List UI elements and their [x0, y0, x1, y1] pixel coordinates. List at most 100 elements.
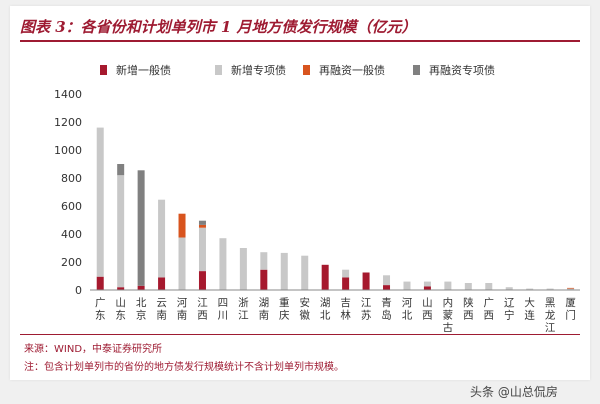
x-tick-label: 蒙 — [443, 309, 454, 322]
x-tick-label: 龙 — [545, 309, 556, 322]
x-tick-label: 湖 — [259, 297, 270, 309]
x-tick-label: 东 — [115, 309, 126, 322]
x-tick-label: 广 — [95, 297, 106, 309]
y-tick-label: 0 — [75, 284, 82, 297]
bar-segment — [505, 287, 513, 290]
x-tick-label: 西 — [484, 310, 495, 322]
x-tick-label: 大 — [524, 296, 535, 309]
x-tick-label: 四 — [218, 297, 229, 309]
bar-segment — [526, 288, 534, 290]
x-tick-label: 北 — [320, 310, 331, 322]
figure-title: 图表 3：各省份和计划单列市 1 月地方债发行规模（亿元） — [20, 18, 417, 36]
legend-item: 再融资一般债 — [303, 62, 385, 78]
x-tick-label: 京 — [136, 309, 147, 322]
legend-item: 新增一般债 — [100, 62, 171, 78]
legend-swatch — [413, 65, 420, 75]
x-tick-label: 江 — [361, 297, 372, 309]
bar-chart: 0200400600800100012001400广东山东北京云南河南江西四川浙… — [54, 88, 580, 332]
source-divider — [20, 334, 580, 335]
bar-segment — [137, 170, 145, 286]
x-tick-label: 青 — [381, 296, 392, 309]
title-divider — [20, 40, 580, 42]
x-tick-label: 岛 — [381, 309, 392, 322]
bar-segment — [158, 199, 166, 278]
legend-item: 再融资专项债 — [413, 62, 495, 78]
legend-label: 再融资一般债 — [319, 64, 385, 77]
x-tick-label: 东 — [95, 309, 106, 322]
bar-segment — [117, 287, 125, 290]
bar-segment — [178, 213, 186, 238]
x-tick-label: 庆 — [279, 309, 290, 322]
bar-segment — [198, 227, 206, 272]
x-tick-label: 吉 — [340, 297, 351, 309]
source-note: 来源：WIND，中泰证券研究所 — [24, 344, 163, 355]
x-tick-label: 陕 — [463, 296, 474, 309]
x-tick-label: 山 — [422, 297, 433, 309]
bar-segment — [485, 283, 493, 290]
bar-segment — [567, 288, 575, 290]
x-tick-label: 北 — [402, 310, 413, 322]
x-tick-label: 安 — [299, 296, 310, 309]
bar-segment — [342, 269, 350, 278]
bar-segment — [280, 252, 288, 290]
x-tick-label: 南 — [259, 309, 270, 322]
x-tick-label: 河 — [402, 297, 413, 309]
footnote: 注：包含计划单列市的省份的地方债发行规模统计不含计划单列市规模。 — [24, 362, 344, 373]
x-tick-label: 徽 — [299, 309, 310, 322]
bar-segment — [362, 272, 370, 290]
bar-segment — [178, 237, 186, 290]
bar-segment — [239, 248, 247, 290]
bar-segment — [567, 287, 575, 289]
x-tick-label: 川 — [218, 310, 229, 322]
x-tick-label: 林 — [340, 309, 351, 322]
bar-segment — [444, 281, 452, 290]
x-tick-label: 南 — [177, 309, 188, 322]
bar-segment — [260, 269, 268, 290]
legend-label: 新增专项债 — [231, 64, 286, 77]
bar-segment — [423, 281, 431, 287]
legend-swatch — [215, 65, 222, 75]
bar-segment — [403, 281, 411, 290]
x-tick-label: 江 — [197, 297, 208, 309]
x-tick-label: 苏 — [361, 309, 372, 322]
x-tick-label: 山 — [115, 297, 126, 309]
bar-segment — [117, 164, 125, 176]
bar-segment — [464, 283, 472, 290]
bar-segment — [117, 175, 125, 288]
y-tick-label: 600 — [61, 200, 82, 213]
y-tick-label: 800 — [61, 172, 82, 185]
x-tick-label: 广 — [484, 297, 495, 309]
x-tick-label: 黑 — [545, 297, 556, 309]
bar-segment — [96, 127, 104, 277]
bar-segment — [383, 285, 391, 290]
figure-card: 图表 3：各省份和计划单列市 1 月地方债发行规模（亿元） 新增一般债 新增专项… — [10, 6, 590, 380]
bar-segment — [137, 285, 145, 290]
watermark: 头条 @山总侃房 — [470, 385, 558, 399]
bar-segment — [96, 276, 104, 290]
bar-segment — [260, 252, 268, 270]
y-tick-label: 1000 — [54, 144, 82, 157]
x-tick-label: 西 — [463, 310, 474, 322]
legend-swatch — [303, 65, 310, 75]
x-tick-label: 江 — [238, 310, 249, 322]
x-tick-label: 宁 — [504, 309, 514, 322]
bar-segment — [219, 238, 227, 290]
x-tick-label: 连 — [524, 309, 535, 322]
x-tick-label: 辽 — [504, 297, 515, 309]
legend-item: 新增专项债 — [215, 62, 286, 78]
x-tick-label: 北 — [136, 297, 147, 309]
x-tick-label: 云 — [156, 297, 167, 309]
x-tick-label: 重 — [279, 296, 290, 309]
bar-segment — [321, 264, 329, 290]
bar-segment — [158, 277, 166, 290]
legend-label: 新增一般债 — [116, 64, 171, 77]
bar-segment — [546, 288, 554, 290]
x-tick-label: 古 — [443, 321, 454, 332]
x-tick-label: 湖 — [320, 297, 331, 309]
x-tick-label: 西 — [197, 310, 208, 322]
x-tick-label: 内 — [443, 296, 454, 309]
x-tick-label: 浙 — [238, 297, 249, 309]
y-tick-label: 1200 — [54, 116, 82, 129]
x-tick-label: 西 — [422, 310, 433, 322]
x-tick-label: 河 — [177, 297, 188, 309]
